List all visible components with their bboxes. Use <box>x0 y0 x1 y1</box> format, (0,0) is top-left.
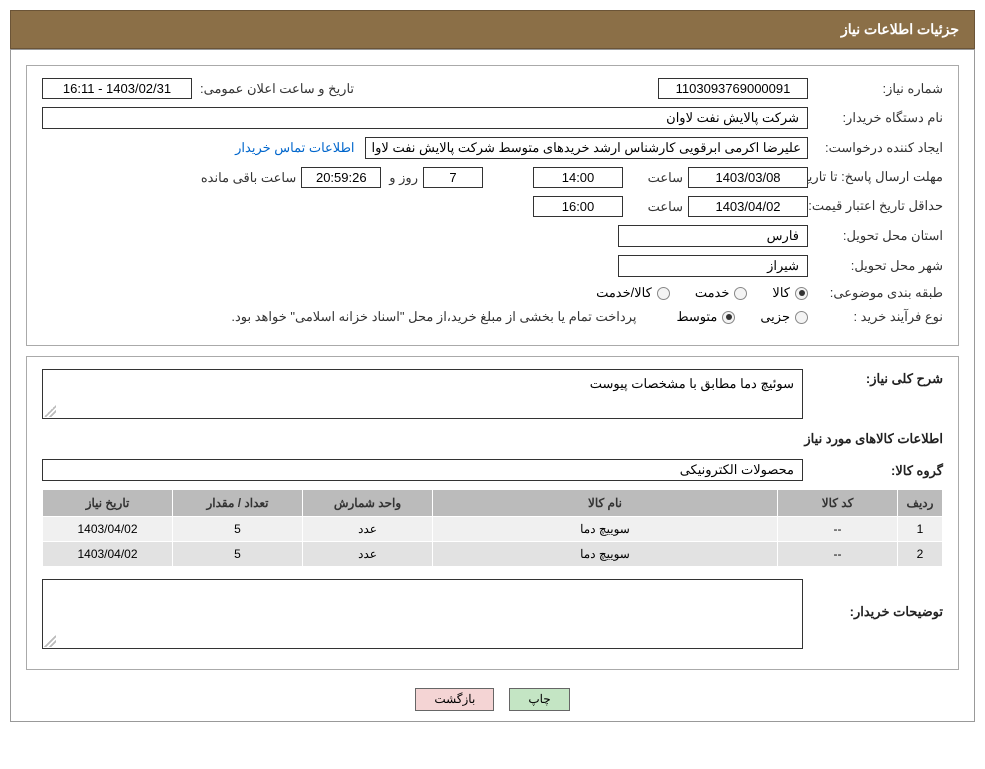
cell-code: -- <box>778 542 898 567</box>
contact-link[interactable]: اطلاعات تماس خریدار <box>235 140 354 156</box>
row-buyer: نام دستگاه خریدار: شرکت پالایش نفت لاوان <box>42 107 943 129</box>
proc-radio-group: جزیی متوسط <box>676 309 808 325</box>
prov-label: استان محل تحویل: <box>813 228 943 244</box>
proc-medium-label: متوسط <box>676 309 717 325</box>
city-value: شیراز <box>618 255 808 277</box>
print-button[interactable]: چاپ <box>509 688 569 711</box>
cat-both[interactable]: کالا/خدمت <box>596 285 670 301</box>
th-date: تاریخ نیاز <box>43 490 173 517</box>
creator-label: ایجاد کننده درخواست: <box>813 140 943 156</box>
group-value: محصولات الکترونیکی <box>42 459 803 481</box>
radio-icon <box>734 287 747 300</box>
radio-icon <box>722 311 735 324</box>
cat-label: طبقه بندی موضوعی: <box>813 285 943 301</box>
days-and-label: روز و <box>386 170 418 186</box>
deadline-time: 14:00 <box>533 167 623 188</box>
row-buyer-notes: توضیحات خریدار: <box>42 579 943 649</box>
row-req-no: شماره نیاز: 1103093769000091 تاریخ و ساع… <box>42 78 943 99</box>
back-button[interactable]: بازگشت <box>415 688 494 711</box>
row-city: شهر محل تحویل: شیراز <box>42 255 943 277</box>
buyer-label: نام دستگاه خریدار: <box>813 110 943 126</box>
resize-icon[interactable] <box>44 405 56 417</box>
th-qty: تعداد / مقدار <box>173 490 303 517</box>
cat-service[interactable]: خدمت <box>695 285 748 301</box>
proc-label: نوع فرآیند خرید : <box>813 309 943 325</box>
proc-partial[interactable]: جزیی <box>760 309 808 325</box>
creator-value: علیرضا اکرمی ابرقویی کارشناس ارشد خریدها… <box>365 137 808 159</box>
row-category: طبقه بندی موضوعی: کالا خدمت کالا/خدمت <box>42 285 943 301</box>
validity-label: حداقل تاریخ اعتبار قیمت: تا تاریخ: <box>813 198 943 215</box>
th-idx: ردیف <box>898 490 943 517</box>
row-desc: شرح کلی نیاز: سوئیچ دما مطابق با مشخصات … <box>42 369 943 419</box>
table-row: 2 -- سوییچ دما عدد 5 1403/04/02 <box>43 542 943 567</box>
row-proc-type: نوع فرآیند خرید : جزیی متوسط پرداخت تمام… <box>42 309 943 325</box>
cat-both-label: کالا/خدمت <box>596 285 652 301</box>
group-label: گروه کالا: <box>808 461 943 479</box>
items-section: شرح کلی نیاز: سوئیچ دما مطابق با مشخصات … <box>26 356 959 670</box>
page-header: جزئیات اطلاعات نیاز <box>10 10 975 49</box>
cat-service-label: خدمت <box>695 285 730 301</box>
validity-time: 16:00 <box>533 196 623 217</box>
resize-icon[interactable] <box>44 635 56 647</box>
th-name: نام کالا <box>433 490 778 517</box>
announce-label: تاریخ و ساعت اعلان عمومی: <box>197 81 354 97</box>
cell-name: سوییچ دما <box>433 517 778 542</box>
cell-date: 1403/04/02 <box>43 517 173 542</box>
items-table: ردیف کد کالا نام کالا واحد شمارش تعداد /… <box>42 489 943 567</box>
cell-idx: 1 <box>898 517 943 542</box>
buyer-notes-label: توضیحات خریدار: <box>808 579 943 620</box>
days-value: 7 <box>423 167 483 188</box>
row-province: استان محل تحویل: فارس <box>42 225 943 247</box>
table-header-row: ردیف کد کالا نام کالا واحد شمارش تعداد /… <box>43 490 943 517</box>
radio-icon <box>795 287 808 300</box>
items-heading: اطلاعات کالاهای مورد نیاز <box>804 431 943 447</box>
items-heading-row: اطلاعات کالاهای مورد نیاز <box>42 431 943 447</box>
cat-goods-label: کالا <box>772 285 790 301</box>
row-deadline: مهلت ارسال پاسخ: تا تاریخ: 1403/03/08 سا… <box>42 167 943 188</box>
proc-partial-label: جزیی <box>760 309 790 325</box>
row-creator: ایجاد کننده درخواست: علیرضا اکرمی ابرقوی… <box>42 137 943 159</box>
deadline-label: مهلت ارسال پاسخ: تا تاریخ: <box>813 169 943 186</box>
proc-medium[interactable]: متوسط <box>676 309 735 325</box>
validity-date: 1403/04/02 <box>688 196 808 217</box>
time-label-1: ساعت <box>628 170 683 186</box>
header-title: جزئیات اطلاعات نیاز <box>841 21 959 37</box>
buyer-notes-textarea[interactable] <box>42 579 803 649</box>
radio-icon <box>657 287 670 300</box>
radio-icon <box>795 311 808 324</box>
buyer-value: شرکت پالایش نفت لاوان <box>42 107 808 129</box>
city-label: شهر محل تحویل: <box>813 258 943 274</box>
countdown: 20:59:26 <box>301 167 381 188</box>
announce-value: 1403/02/31 - 16:11 <box>42 78 192 99</box>
row-group: گروه کالا: محصولات الکترونیکی <box>42 459 943 481</box>
cell-idx: 2 <box>898 542 943 567</box>
req-no-value: 1103093769000091 <box>658 78 808 99</box>
cat-radio-group: کالا خدمت کالا/خدمت <box>596 285 808 301</box>
prov-value: فارس <box>618 225 808 247</box>
cell-date: 1403/04/02 <box>43 542 173 567</box>
th-code: کد کالا <box>778 490 898 517</box>
req-no-label: شماره نیاز: <box>813 81 943 97</box>
cell-unit: عدد <box>303 542 433 567</box>
desc-text: سوئیچ دما مطابق با مشخصات پیوست <box>590 376 794 391</box>
cell-unit: عدد <box>303 517 433 542</box>
th-unit: واحد شمارش <box>303 490 433 517</box>
payment-note: پرداخت تمام یا بخشی از مبلغ خرید،از محل … <box>231 309 636 325</box>
cell-code: -- <box>778 517 898 542</box>
content: شماره نیاز: 1103093769000091 تاریخ و ساع… <box>10 49 975 722</box>
table-row: 1 -- سوییچ دما عدد 5 1403/04/02 <box>43 517 943 542</box>
cell-name: سوییچ دما <box>433 542 778 567</box>
deadline-date: 1403/03/08 <box>688 167 808 188</box>
time-label-2: ساعت <box>628 199 683 215</box>
remaining-label: ساعت باقی مانده <box>198 170 296 186</box>
button-row: چاپ بازگشت <box>26 680 959 711</box>
cell-qty: 5 <box>173 517 303 542</box>
cat-goods[interactable]: کالا <box>772 285 808 301</box>
row-validity: حداقل تاریخ اعتبار قیمت: تا تاریخ: 1403/… <box>42 196 943 217</box>
cell-qty: 5 <box>173 542 303 567</box>
need-info-section: شماره نیاز: 1103093769000091 تاریخ و ساع… <box>26 65 959 346</box>
desc-label: شرح کلی نیاز: <box>808 369 943 387</box>
desc-textarea[interactable]: سوئیچ دما مطابق با مشخصات پیوست <box>42 369 803 419</box>
